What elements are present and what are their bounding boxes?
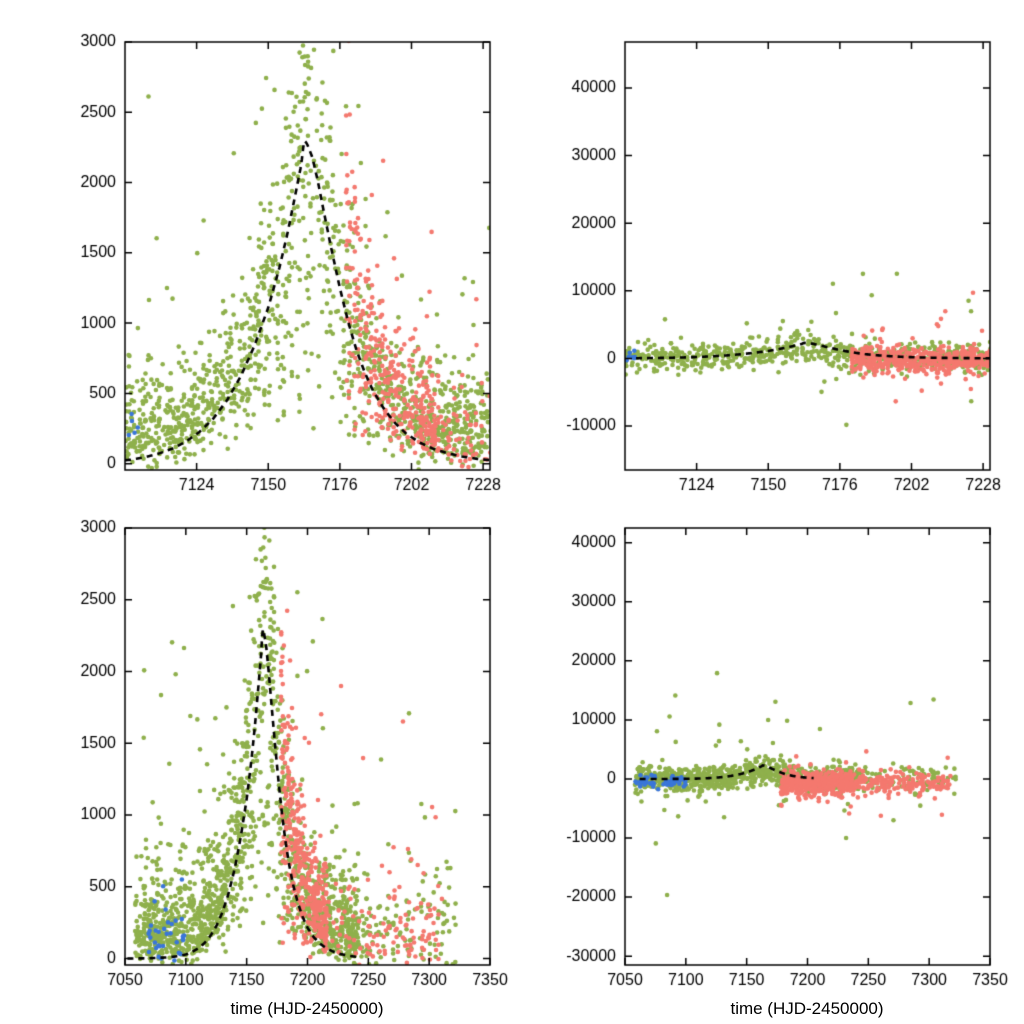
x-axis-label-right: time (HJD-2450000) bbox=[730, 999, 884, 1018]
x-axis-label-left: time (HJD-2450000) bbox=[230, 999, 384, 1018]
plot-top-left bbox=[0, 0, 512, 500]
plot-top-right bbox=[512, 0, 1024, 500]
plot-bottom-right bbox=[512, 500, 1024, 1024]
plot-bottom-left bbox=[0, 500, 512, 1024]
